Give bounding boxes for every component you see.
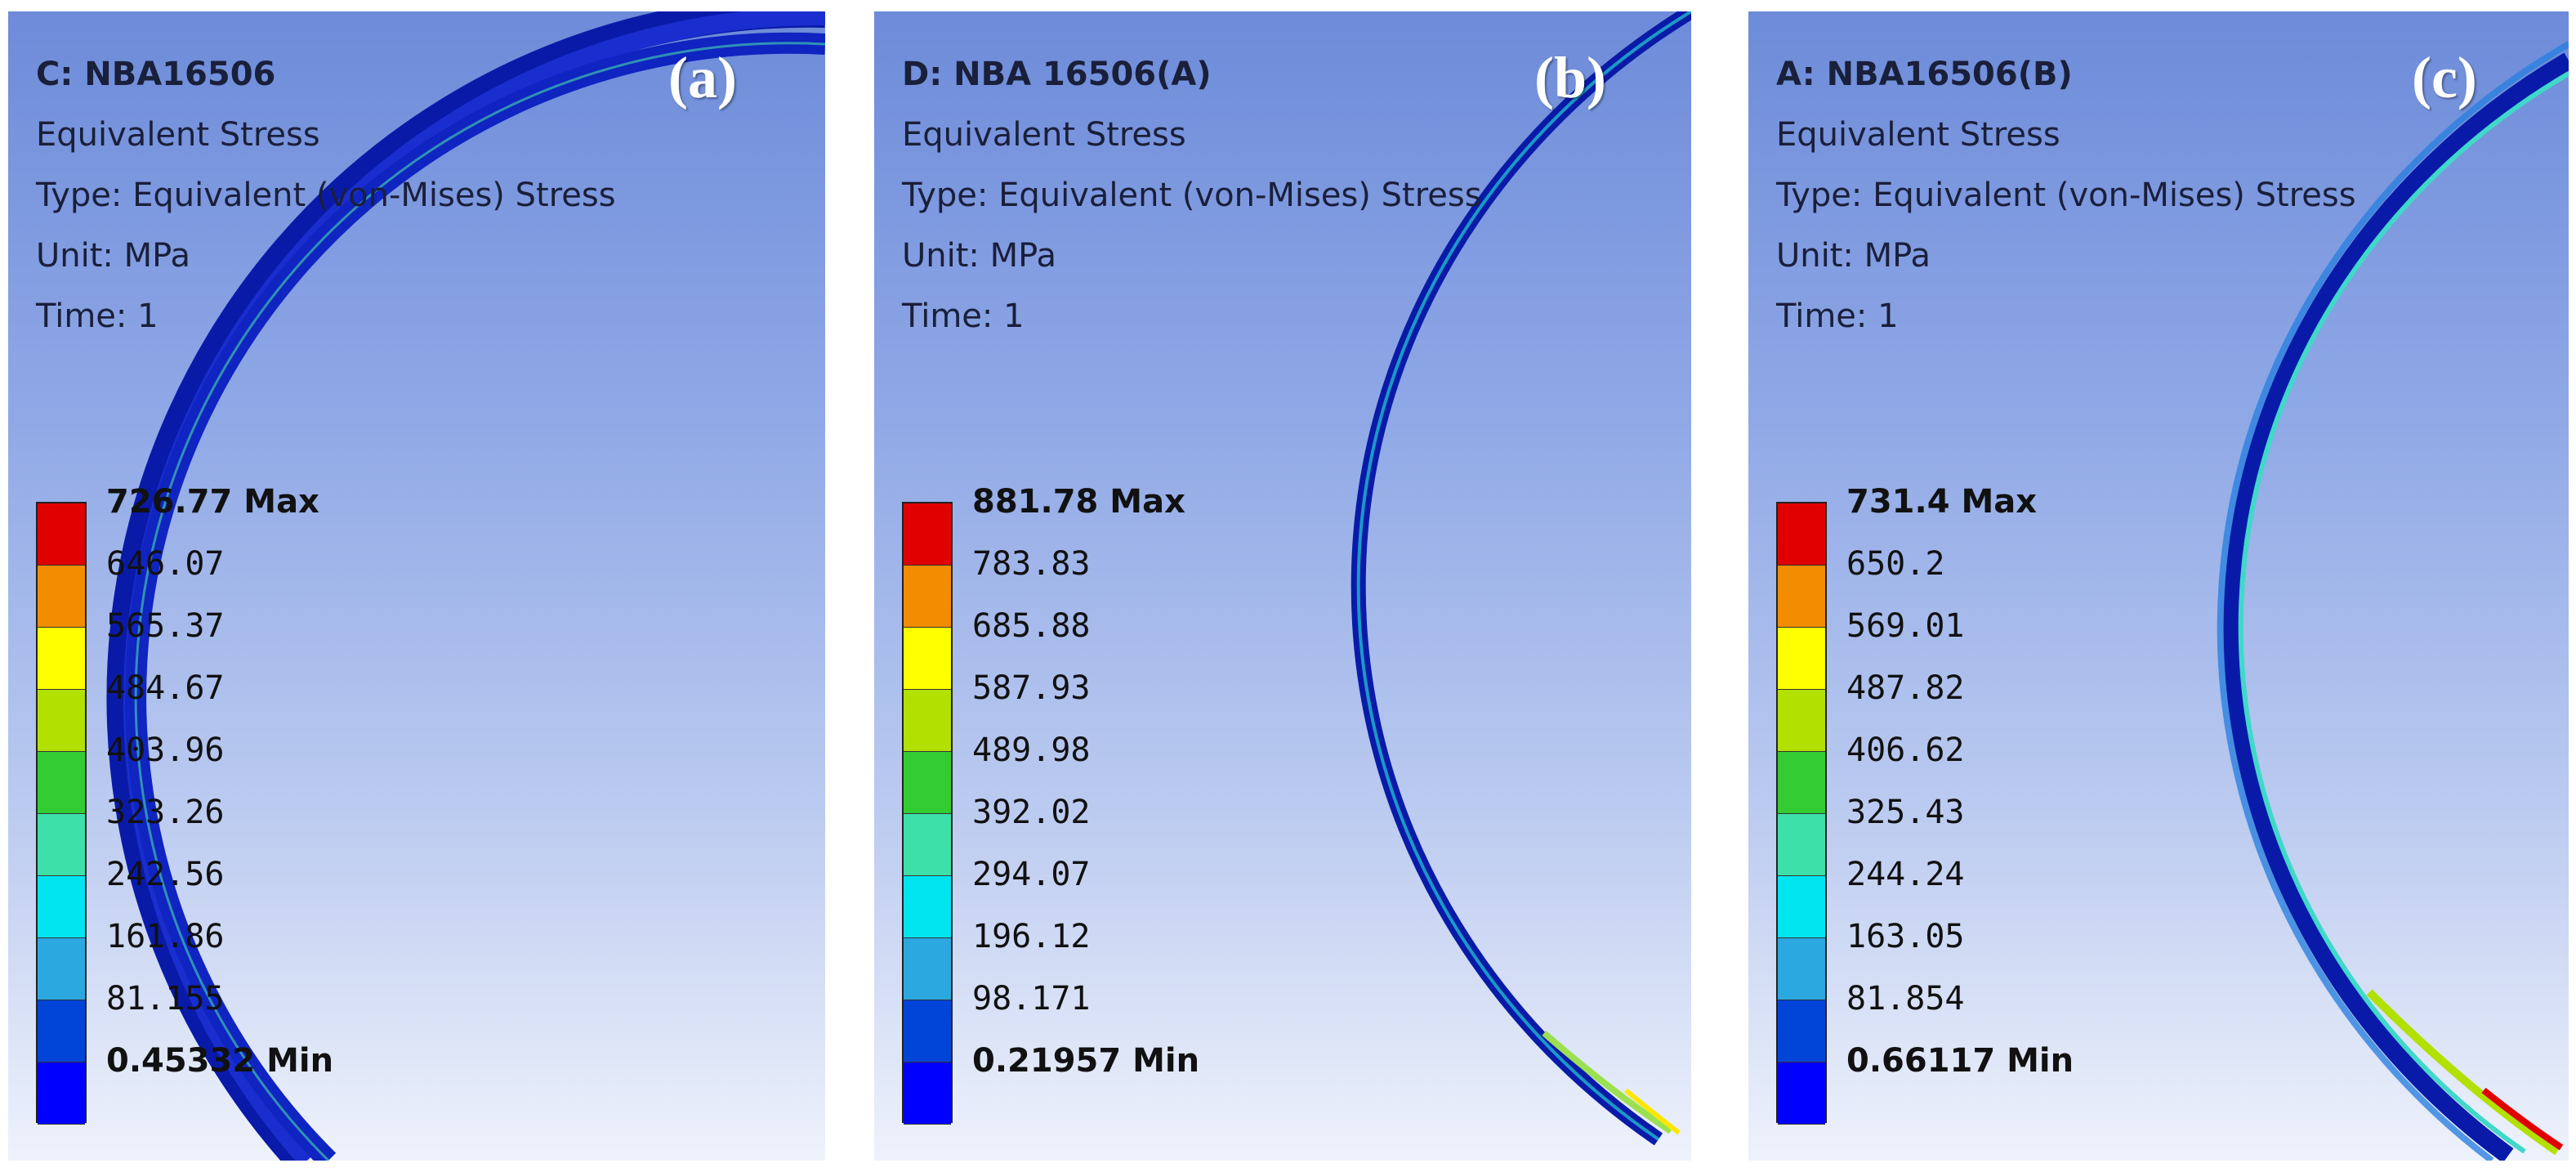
legend-color-band — [1778, 1062, 1825, 1125]
result-info: A: NBA16506(B) Equivalent Stress Type: E… — [1776, 44, 2356, 347]
color-legend: 726.77 Max 646.07 565.37 484.67 403.96 323.26… — [36, 483, 363, 1147]
result-name: Equivalent Stress — [902, 116, 1186, 154]
legend-tick-label: 98.171 — [972, 980, 1091, 1018]
legend-tick-label: 403.96 — [106, 731, 225, 769]
legend-tick-label: 323.26 — [106, 794, 225, 831]
bearing-ring-contour — [2217, 41, 2569, 1161]
legend-tick-label: 783.83 — [972, 545, 1091, 583]
legend-color-band — [1778, 876, 1825, 938]
result-type: Type: Equivalent (von-Mises) Stress — [1776, 177, 2356, 214]
legend-color-bar — [902, 502, 953, 1125]
model-title: C: NBA16506 — [36, 56, 276, 93]
legend-color-band — [904, 690, 951, 752]
legend-color-band — [1778, 1000, 1825, 1062]
legend-color-band — [1778, 938, 1825, 1000]
stress-panel-c: A: NBA16506(B) Equivalent Stress Type: E… — [1748, 11, 2569, 1161]
legend-color-band — [904, 628, 951, 690]
legend-tick-label: 685.88 — [972, 607, 1091, 645]
legend-color-bar — [36, 502, 87, 1125]
legend-tick-label: 161.86 — [106, 918, 225, 955]
result-info: D: NBA 16506(A) Equivalent Stress Type: … — [902, 44, 1482, 347]
legend-tick-label: 244.24 — [1846, 856, 1965, 893]
result-unit: Unit: MPa — [902, 237, 1056, 275]
legend-tick-label: 646.07 — [106, 545, 225, 583]
legend-color-band — [38, 752, 85, 814]
legend-color-band — [1778, 690, 1825, 752]
legend-tick-label: 489.98 — [972, 731, 1091, 769]
panel-label: (b) — [1534, 45, 1606, 110]
legend-min-label: 0.21957 Min — [972, 1042, 1200, 1080]
legend-color-band — [1778, 628, 1825, 690]
legend-color-band — [1778, 752, 1825, 814]
model-title: A: NBA16506(B) — [1776, 56, 2073, 93]
legend-tick-label: 81.854 — [1846, 980, 1965, 1018]
result-time: Time: 1 — [902, 297, 1025, 335]
legend-color-band — [38, 814, 85, 876]
model-title: D: NBA 16506(A) — [902, 56, 1212, 93]
legend-color-band — [904, 1062, 951, 1125]
panel-label: (a) — [668, 45, 737, 110]
legend-tick-label: 650.2 — [1846, 545, 1945, 583]
legend-color-band — [38, 938, 85, 1000]
legend-color-band — [38, 1000, 85, 1062]
result-time: Time: 1 — [1776, 297, 1899, 335]
result-time: Time: 1 — [36, 297, 158, 335]
result-name: Equivalent Stress — [36, 116, 320, 154]
legend-tick-label: 392.02 — [972, 794, 1091, 831]
legend-color-band — [38, 690, 85, 752]
legend-color-band — [1778, 566, 1825, 628]
legend-tick-label: 196.12 — [972, 918, 1091, 955]
legend-color-bar — [1776, 502, 1827, 1125]
legend-tick-label: 587.93 — [972, 669, 1091, 707]
legend-color-band — [904, 1000, 951, 1062]
legend-min-label: 0.66117 Min — [1846, 1042, 2074, 1080]
panel-label: (c) — [2412, 45, 2477, 110]
legend-min-label: 0.45332 Min — [106, 1042, 334, 1080]
legend-max-label: 731.4 Max — [1846, 483, 2038, 521]
legend-color-band — [904, 566, 951, 628]
legend-tick-label: 294.07 — [972, 856, 1091, 893]
result-type: Type: Equivalent (von-Mises) Stress — [36, 177, 616, 214]
legend-max-label: 726.77 Max — [106, 483, 319, 521]
legend-color-band — [904, 752, 951, 814]
legend-tick-label: 484.67 — [106, 669, 225, 707]
legend-tick-label: 565.37 — [106, 607, 225, 645]
result-unit: Unit: MPa — [36, 237, 190, 275]
legend-color-band — [38, 628, 85, 690]
legend-tick-label: 406.62 — [1846, 731, 1965, 769]
legend-color-band — [38, 566, 85, 628]
result-unit: Unit: MPa — [1776, 237, 1931, 275]
legend-color-band — [904, 814, 951, 876]
color-legend: 881.78 Max 783.83 685.88 587.93 489.98 392.02… — [902, 483, 1229, 1147]
legend-color-band — [38, 503, 85, 566]
legend-color-band — [38, 1062, 85, 1125]
result-name: Equivalent Stress — [1776, 116, 2060, 154]
legend-tick-label: 163.05 — [1846, 918, 1965, 955]
color-legend: 731.4 Max 650.2 569.01 487.82 406.62 325.43 24… — [1776, 483, 2103, 1147]
result-info: C: NBA16506 Equivalent Stress Type: Equi… — [36, 44, 616, 347]
legend-color-band — [904, 938, 951, 1000]
stress-panel-b: D: NBA 16506(A) Equivalent Stress Type: … — [874, 11, 1691, 1161]
legend-color-band — [904, 503, 951, 566]
legend-tick-label: 487.82 — [1846, 669, 1965, 707]
legend-max-label: 881.78 Max — [972, 483, 1185, 521]
legend-tick-label: 81.155 — [106, 980, 225, 1018]
legend-tick-label: 569.01 — [1846, 607, 1965, 645]
result-type: Type: Equivalent (von-Mises) Stress — [902, 177, 1482, 214]
legend-color-band — [1778, 503, 1825, 566]
bearing-ring-contour — [106, 11, 825, 1161]
stress-panel-a: C: NBA16506 Equivalent Stress Type: Equi… — [8, 11, 825, 1161]
legend-tick-label: 242.56 — [106, 856, 225, 893]
legend-color-band — [38, 876, 85, 938]
legend-color-band — [1778, 814, 1825, 876]
legend-color-band — [904, 876, 951, 938]
bearing-ring-contour — [1351, 11, 1691, 1146]
legend-tick-label: 325.43 — [1846, 794, 1965, 831]
